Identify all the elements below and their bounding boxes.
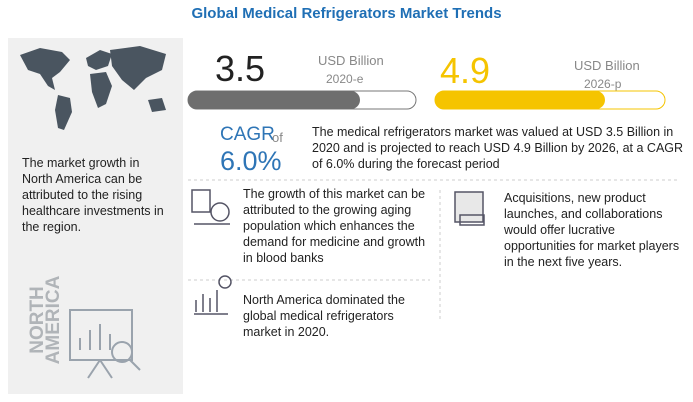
title: Global Medical Refrigerators Market Tren… <box>191 5 502 22</box>
market-value: 3.5 <box>215 48 266 89</box>
cagr-label: CAGR <box>220 124 275 145</box>
region-label: NORTH AMERICA <box>27 275 64 365</box>
cagr-text: The medical refrigerators market was val… <box>312 125 684 171</box>
bar-fill <box>188 91 360 109</box>
region-text: The market growth in North America can b… <box>22 156 164 234</box>
world-map <box>20 46 166 130</box>
unit: USD Billion <box>574 58 640 73</box>
dividers <box>188 179 680 320</box>
insight: The growth of this market can be attribu… <box>243 187 426 265</box>
insight: North America dominated the global medic… <box>243 293 405 339</box>
cagr-of: of <box>272 130 283 145</box>
icons <box>191 189 485 315</box>
insight: Acquisitions, new product launches, and … <box>504 191 680 269</box>
year: 2020-e <box>326 72 364 86</box>
year: 2026-p <box>584 77 622 91</box>
unit: USD Billion <box>318 53 384 68</box>
bar-fill <box>435 91 605 109</box>
presentation-icon <box>69 309 141 379</box>
market-value: 4.9 <box>440 50 491 91</box>
cagr-value: 6.0% <box>220 146 282 176</box>
